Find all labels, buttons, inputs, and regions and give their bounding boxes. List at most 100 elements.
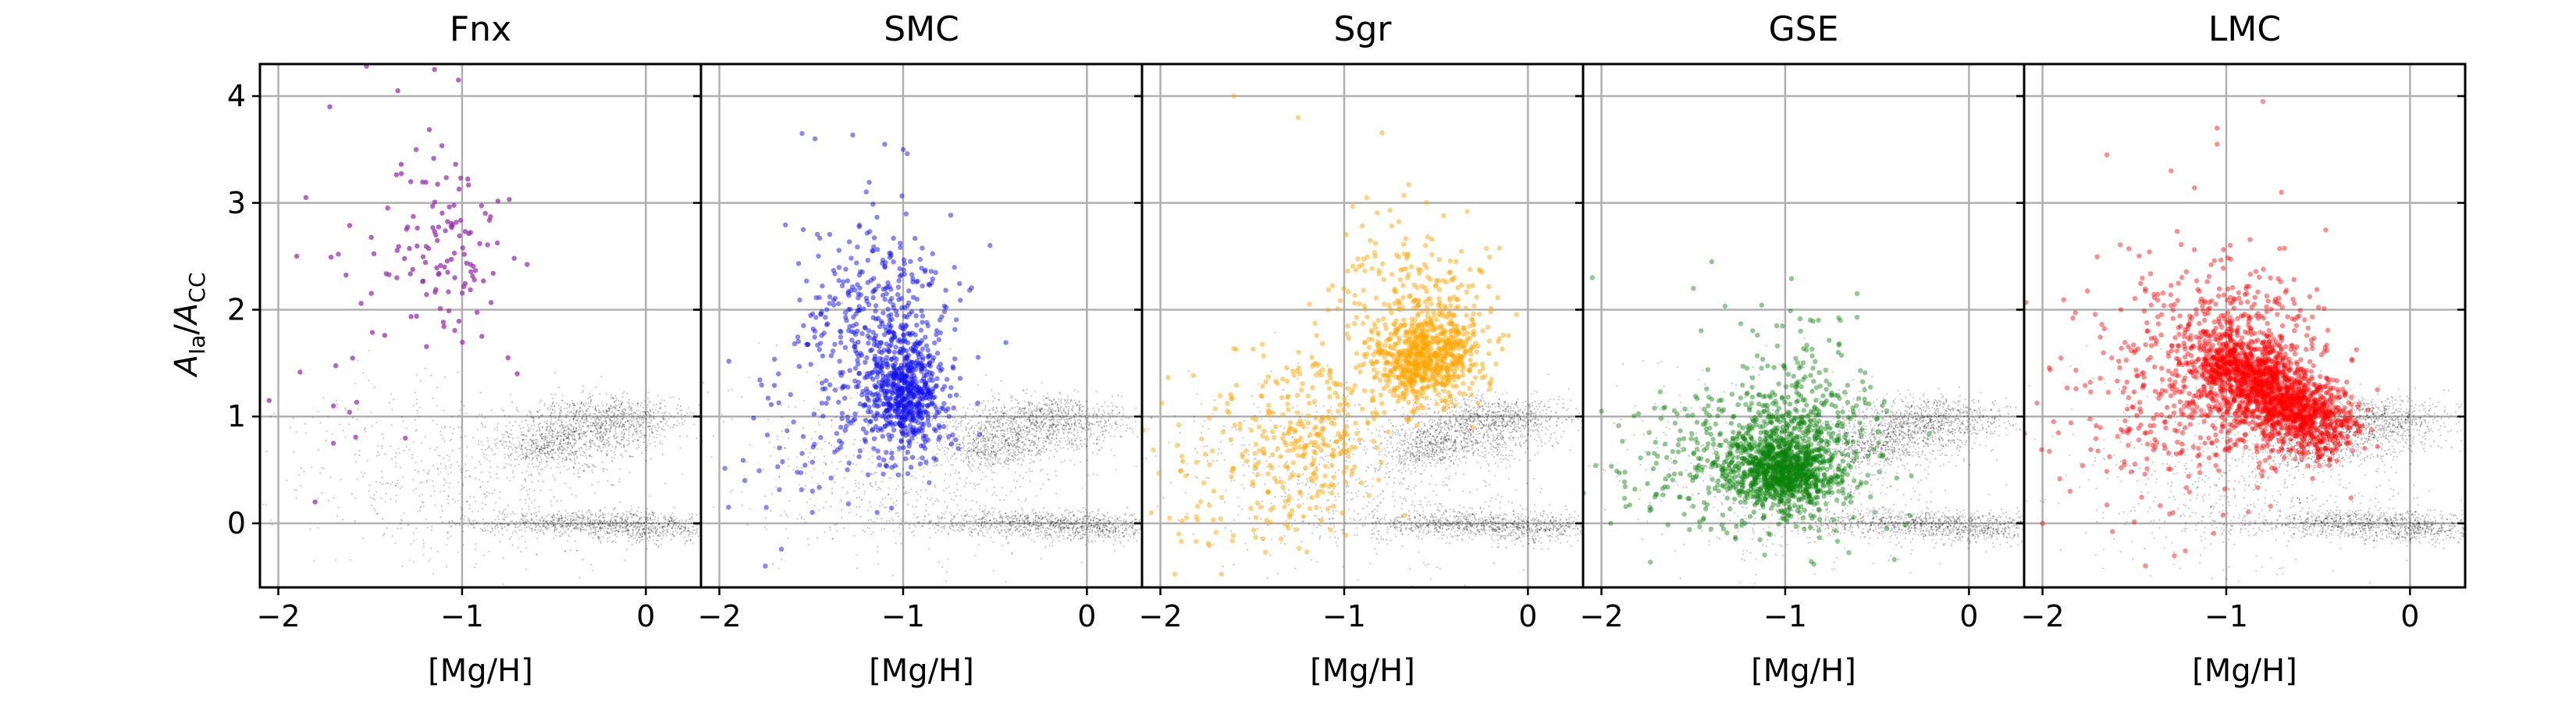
background-point (1118, 411, 1121, 413)
background-point (546, 439, 548, 441)
background-point (556, 500, 558, 502)
background-point (1017, 437, 1019, 439)
background-point (986, 437, 988, 439)
background-point (575, 410, 578, 412)
background-point (624, 408, 626, 410)
background-point (637, 416, 639, 418)
background-point (997, 446, 999, 449)
background-point (561, 525, 564, 527)
background-point (975, 446, 977, 448)
background-point (970, 448, 973, 450)
background-point (560, 419, 563, 422)
background-point (988, 423, 991, 426)
background-point (522, 519, 525, 522)
background-point (620, 443, 622, 445)
background-point (592, 442, 595, 444)
background-point (959, 444, 962, 447)
background-point (1063, 419, 1066, 421)
background-point (997, 444, 999, 447)
background-point (967, 443, 970, 445)
background-point (540, 452, 543, 455)
background-point (966, 428, 968, 430)
background-point (599, 419, 601, 422)
background-point (568, 405, 571, 407)
background-point (622, 409, 624, 411)
background-point (669, 533, 671, 535)
background-point (645, 434, 647, 437)
background-point (652, 431, 654, 434)
background-point (511, 448, 514, 451)
background-point (507, 455, 510, 458)
background-point (567, 441, 570, 444)
background-point (648, 412, 650, 415)
background-point (600, 427, 603, 430)
background-point (1036, 416, 1038, 419)
background-point (357, 408, 359, 411)
background-point (1017, 438, 1020, 441)
background-point (550, 407, 552, 409)
background-point (1119, 516, 1121, 519)
background-point (937, 516, 939, 519)
background-point (573, 443, 576, 445)
background-point (610, 422, 612, 424)
background-point (474, 566, 476, 569)
background-point (1043, 418, 1045, 420)
background-point (632, 525, 635, 527)
background-point (458, 448, 461, 450)
background-point (977, 532, 980, 535)
background-point (571, 399, 574, 401)
background-point (491, 523, 494, 525)
background-point (977, 448, 979, 450)
background-point (1050, 519, 1052, 522)
background-point (546, 526, 548, 528)
background-point (955, 426, 957, 429)
background-point (603, 431, 605, 434)
background-point (393, 398, 395, 401)
background-point (581, 510, 583, 512)
background-point (1035, 415, 1037, 417)
background-point (649, 419, 652, 421)
background-point (973, 413, 975, 416)
data-point (448, 256, 454, 262)
background-point (544, 527, 546, 530)
background-point (635, 412, 637, 415)
background-point (523, 486, 525, 489)
background-point (1052, 430, 1055, 433)
background-point (632, 426, 635, 428)
background-point (1105, 430, 1107, 433)
background-point (461, 509, 464, 511)
background-point (471, 519, 475, 522)
background-point (1049, 419, 1051, 421)
background-point (634, 525, 636, 527)
background-point (600, 426, 602, 429)
background-point (588, 414, 590, 416)
background-point (643, 434, 646, 437)
background-point (1105, 420, 1107, 423)
background-point (551, 516, 553, 519)
x-axis-label: [Mg/H] (428, 653, 533, 689)
background-point (532, 443, 535, 445)
background-point (482, 530, 484, 532)
background-point (1034, 435, 1037, 437)
background-point (1066, 416, 1068, 418)
background-point (632, 423, 634, 426)
background-point (578, 413, 580, 416)
background-point (670, 516, 672, 519)
background-point (468, 525, 470, 527)
background-point (1027, 515, 1030, 517)
background-point (969, 442, 972, 444)
background-point (665, 519, 667, 521)
background-point (567, 519, 569, 521)
background-point (1097, 442, 1099, 444)
background-point (1038, 448, 1041, 451)
background-point (592, 471, 594, 473)
background-point (988, 422, 991, 424)
background-point (515, 448, 518, 450)
background-point (581, 418, 584, 420)
background-point (1046, 437, 1048, 440)
background-point (1005, 526, 1008, 528)
background-point (996, 419, 998, 422)
background-point (602, 432, 604, 434)
background-point (560, 452, 563, 455)
background-point (614, 394, 617, 397)
